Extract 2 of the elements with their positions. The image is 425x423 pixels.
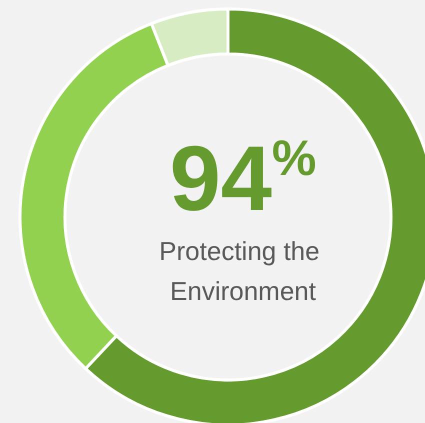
text: Protecting the Environment bbox=[159, 236, 327, 306]
text: 94% bbox=[170, 128, 316, 230]
